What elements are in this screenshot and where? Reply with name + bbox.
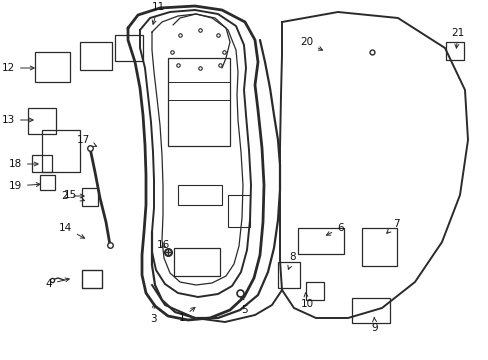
Text: 18: 18: [9, 159, 38, 169]
Text: 12: 12: [2, 63, 34, 73]
Text: 5: 5: [240, 297, 248, 315]
Bar: [40, 175, 55, 190]
Text: 8: 8: [287, 252, 296, 269]
Text: 6: 6: [326, 223, 343, 235]
Text: 10: 10: [300, 293, 313, 309]
Text: 17: 17: [77, 135, 96, 147]
Text: 2: 2: [61, 191, 84, 201]
Text: 1: 1: [178, 307, 195, 323]
Text: 14: 14: [59, 223, 84, 238]
Bar: [168, 58, 229, 146]
Bar: [305, 282, 324, 300]
Text: 7: 7: [386, 219, 399, 233]
Bar: [361, 228, 396, 266]
Bar: [82, 270, 102, 288]
Text: 16: 16: [156, 240, 169, 250]
Bar: [42, 130, 80, 172]
Text: 19: 19: [9, 181, 40, 191]
Bar: [351, 298, 389, 323]
Bar: [32, 155, 52, 172]
Text: 9: 9: [371, 318, 378, 333]
Text: 20: 20: [299, 37, 322, 50]
Bar: [80, 42, 112, 70]
Text: 4: 4: [45, 278, 69, 289]
Text: 11: 11: [151, 2, 164, 24]
Bar: [115, 35, 142, 61]
Bar: [445, 42, 463, 60]
Bar: [278, 262, 299, 288]
Bar: [227, 195, 249, 227]
Bar: [28, 108, 56, 134]
Bar: [178, 185, 222, 205]
Bar: [35, 52, 70, 82]
Bar: [174, 248, 220, 276]
Text: 13: 13: [2, 115, 33, 125]
Bar: [82, 188, 98, 206]
Text: 15: 15: [63, 190, 84, 201]
Text: 21: 21: [450, 28, 464, 48]
Bar: [297, 228, 343, 254]
Text: 3: 3: [149, 304, 156, 324]
